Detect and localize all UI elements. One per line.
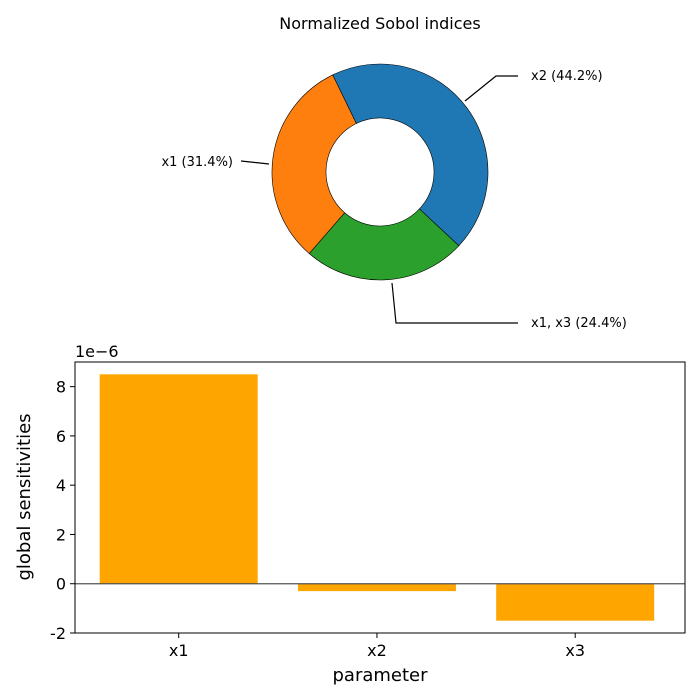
x-tick-label: x1 (169, 641, 189, 660)
plot-frame (74, 361, 686, 634)
x-axis-label: parameter (332, 665, 428, 686)
slice-label: x1, x3 (24.4%) (531, 316, 627, 331)
bar (496, 583, 655, 621)
bar-chart: -2 0 2 4 6 8 x1 x2 x3 (50, 361, 686, 660)
donut-chart (271, 63, 489, 281)
slice-label: x1 (31.4%) (161, 155, 233, 170)
bar (99, 374, 258, 584)
bar (297, 583, 456, 592)
y-tick-label: 2 (56, 525, 66, 544)
y-tick-label: 6 (56, 427, 66, 446)
y-tick-label: -2 (50, 624, 66, 643)
pie-slice (271, 74, 357, 254)
donut-title: Normalized Sobol indices (279, 14, 480, 33)
pie-slice (308, 208, 460, 281)
leader-line (240, 160, 270, 165)
x-tick-label: x3 (565, 641, 585, 660)
y-tick-label: 8 (56, 378, 66, 397)
leader-line (391, 282, 518, 324)
pie-slice (332, 63, 489, 247)
leader-line (464, 75, 518, 102)
slice-label: x2 (44.2%) (531, 69, 603, 84)
y-tick-label: 0 (56, 575, 66, 594)
x-tick-label: x2 (367, 641, 387, 660)
y-offset-label: 1e−6 (75, 342, 119, 361)
y-tick-label: 4 (56, 476, 66, 495)
donut-labels: x2 (44.2%) x1, x3 (24.4%) x1 (31.4%) (161, 69, 626, 331)
y-axis-label: global sensitivities (14, 413, 35, 580)
